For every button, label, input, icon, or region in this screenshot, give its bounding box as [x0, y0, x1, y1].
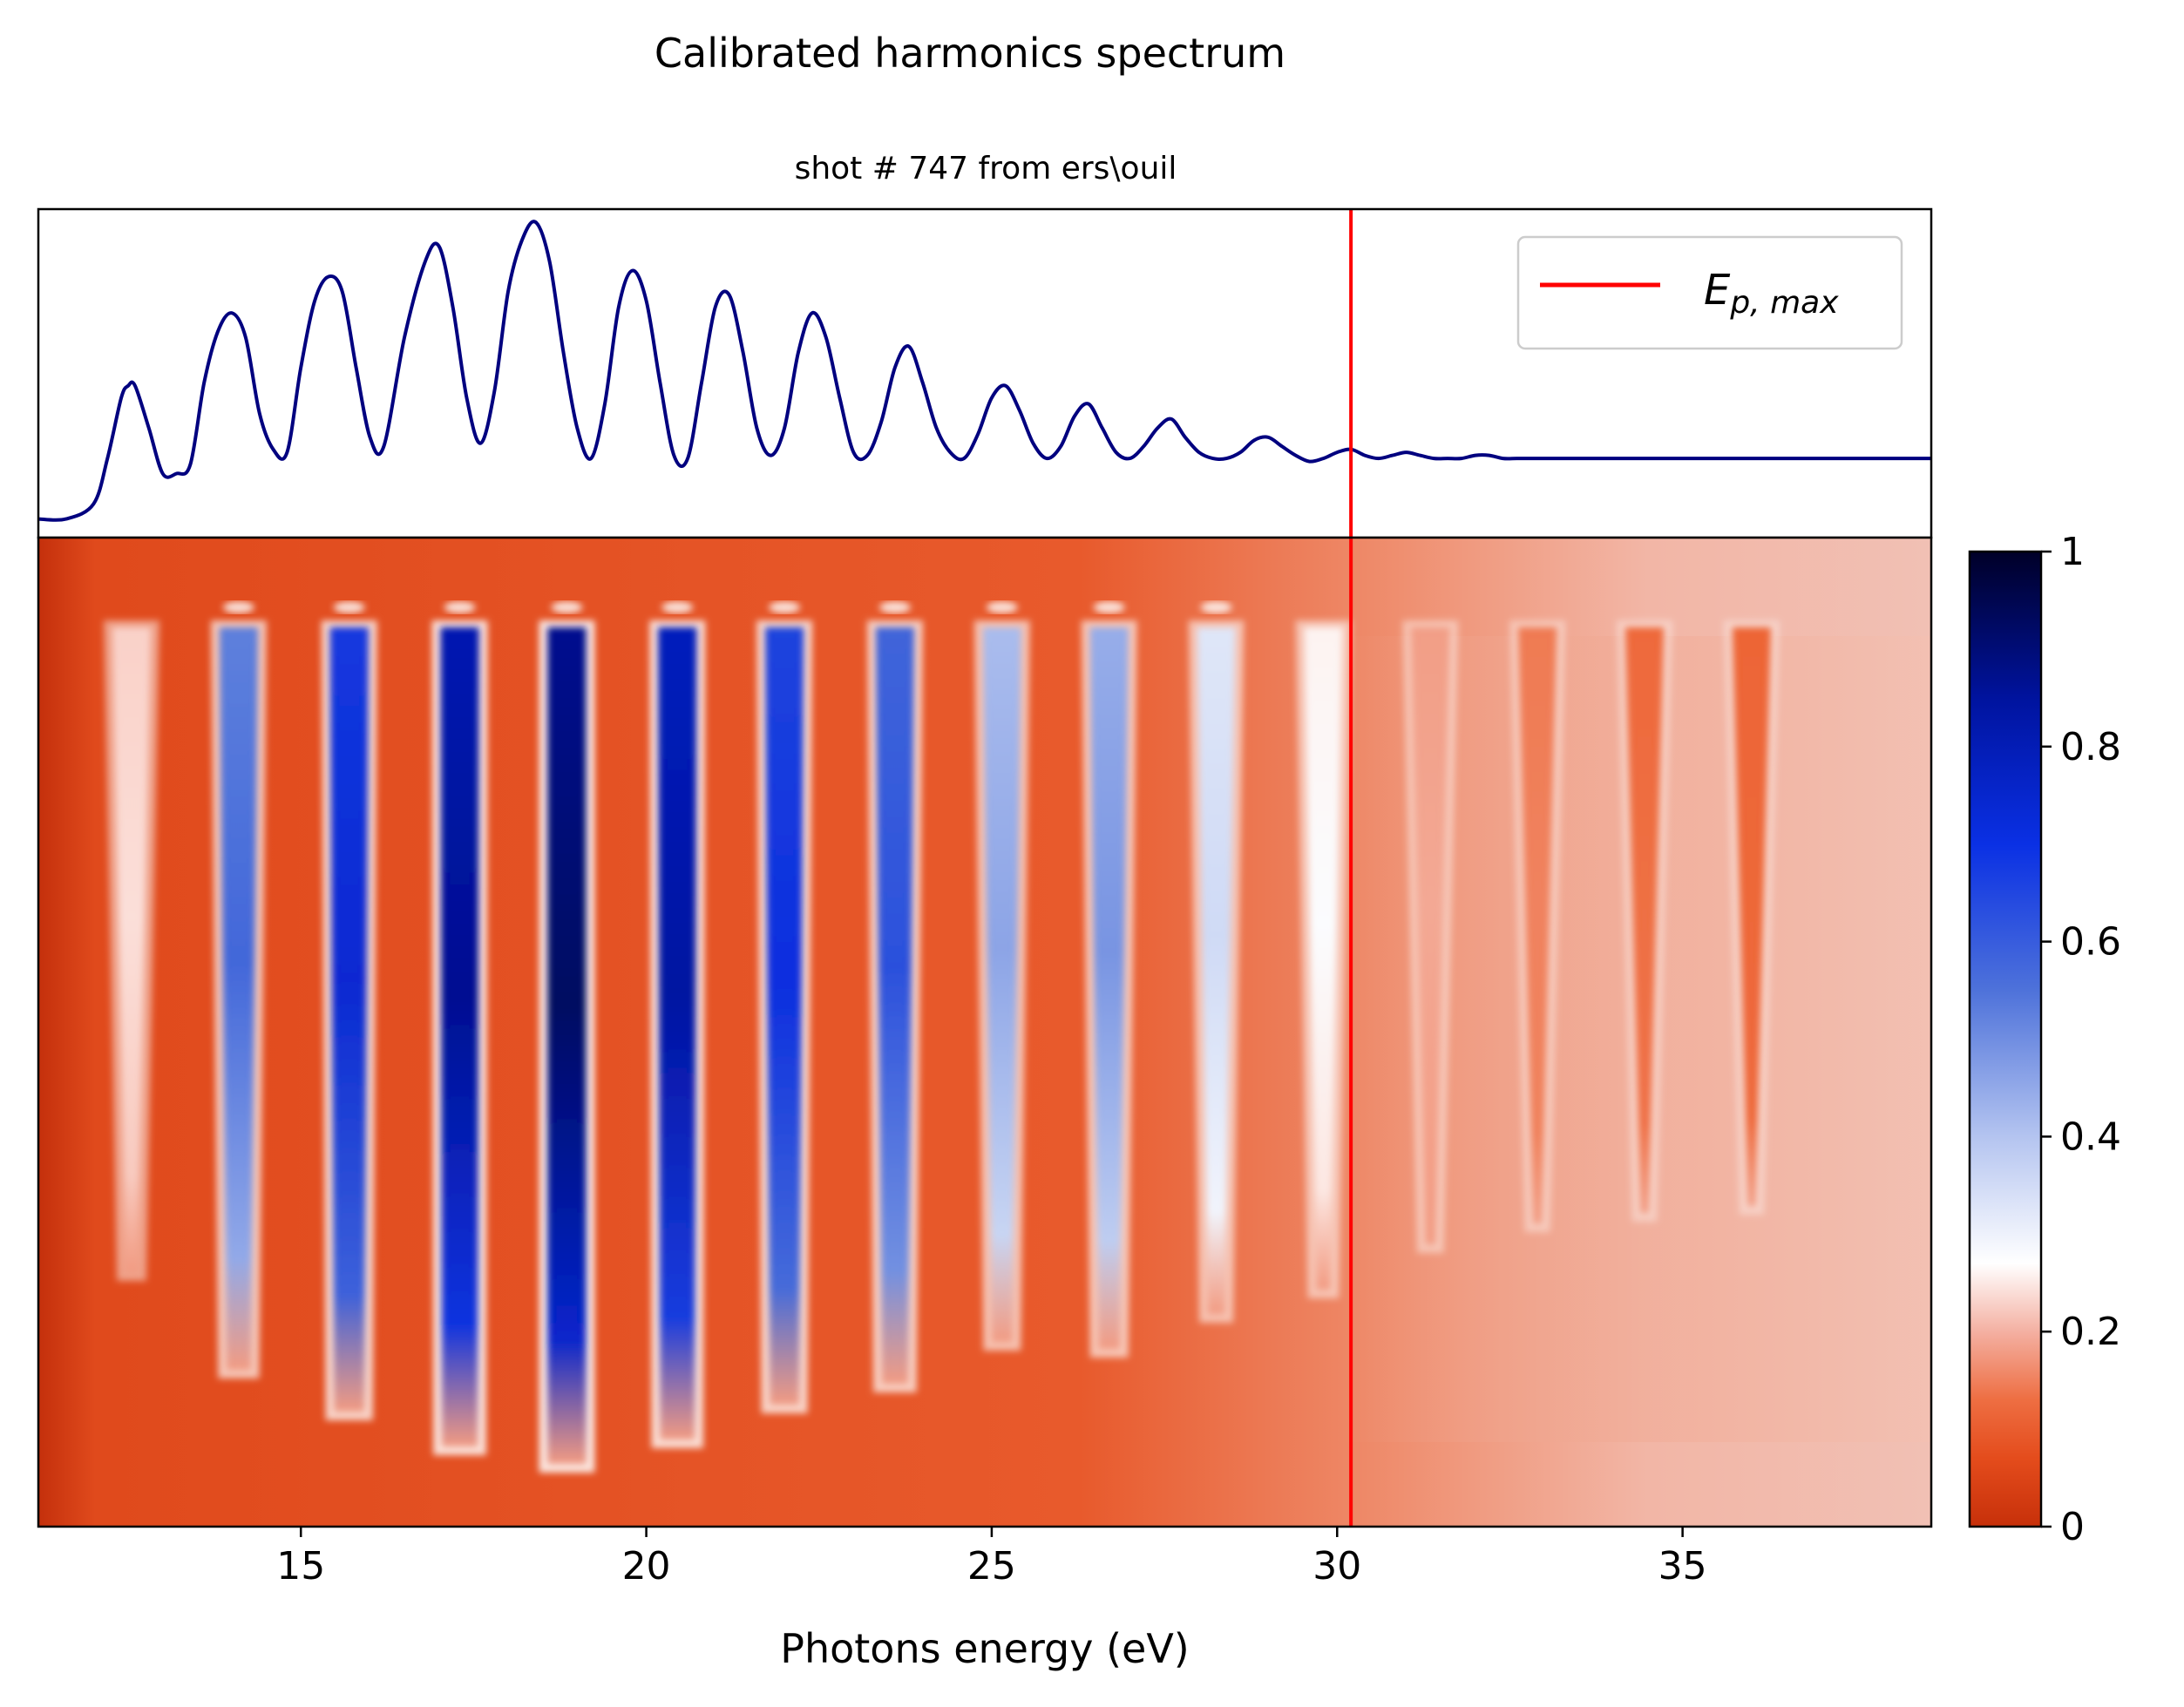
x-tick-label: 25: [967, 1544, 1016, 1588]
spectrum-line: [38, 220, 1931, 522]
legend: Ep, max: [1516, 235, 1903, 350]
x-tick-label: 30: [1312, 1544, 1361, 1588]
harmonic-band-body: [440, 627, 479, 1446]
harmonic-band-16: [1723, 620, 1780, 1215]
harmonic-band-body: [1625, 627, 1665, 1213]
harmonic-band-3: [321, 601, 377, 1420]
harmonic-band-body: [219, 627, 258, 1370]
x-tick-label: 20: [622, 1544, 671, 1588]
harmonic-band-body: [1197, 627, 1236, 1314]
harmonic-band-1: [104, 620, 160, 1281]
harmonic-band-top-blob: [1093, 601, 1125, 613]
harmonic-band-body: [1732, 627, 1771, 1206]
harmonic-band-body: [875, 627, 914, 1384]
colorbar-frame: [1968, 550, 2043, 1528]
harmonic-band-13: [1402, 620, 1459, 1253]
harmonic-band-body: [765, 627, 804, 1405]
harmonic-band-5: [539, 601, 595, 1473]
x-tick-label: 35: [1658, 1544, 1707, 1588]
legend-label-main: E: [1704, 266, 1731, 315]
harmonic-band-top-blob: [986, 601, 1018, 613]
harmonic-band-12: [1295, 620, 1352, 1298]
colorbar-tick-label: 0.4: [2060, 1114, 2121, 1159]
harmonic-band-top-blob: [769, 601, 801, 613]
harmonic-band-14: [1509, 620, 1566, 1232]
harmonic-band-9: [973, 601, 1030, 1351]
colorbar-gradient: [1970, 552, 2041, 1527]
harmonic-band-top-blob: [661, 601, 694, 613]
harmonic-band-7: [756, 601, 813, 1413]
harmonic-band-body: [658, 627, 697, 1439]
harmonic-band-body: [547, 627, 587, 1464]
legend-box: [1516, 235, 1903, 350]
harmonic-band-body: [982, 627, 1021, 1342]
harmonic-band-15: [1617, 620, 1673, 1222]
harmonic-band-6: [649, 601, 706, 1448]
harmonic-band-top-blob: [444, 601, 476, 613]
x-tick-label: 15: [276, 1544, 325, 1588]
harmonic-band-2: [210, 601, 267, 1378]
harmonic-band-4: [431, 601, 488, 1455]
harmonic-band-11: [1188, 601, 1245, 1323]
harmonic-band-body: [1304, 627, 1343, 1290]
harmonic-band-top-blob: [1200, 601, 1232, 613]
suptitle: Calibrated harmonics spectrum: [655, 30, 1285, 77]
heatmap-panel-frame: [37, 536, 1933, 1528]
colorbar-tick-label: 0.6: [2060, 920, 2121, 965]
colorbar-tick-label: 1: [2060, 530, 2085, 574]
harmonic-band-8: [866, 601, 923, 1392]
harmonic-band-body: [329, 627, 369, 1412]
harmonic-band-top-blob: [222, 601, 254, 613]
harmonic-band-top-blob: [333, 601, 365, 613]
legend-label: Ep, max: [1704, 266, 1839, 321]
harmonic-band-top-blob: [551, 601, 583, 613]
harmonic-band-body: [1089, 627, 1129, 1349]
x-axis-label: Photons energy (eV): [780, 1625, 1190, 1672]
colorbar-tick-label: 0: [2060, 1505, 2085, 1549]
harmonic-band-10: [1081, 601, 1137, 1358]
subtitle: shot # 747 from ers\ouil: [795, 151, 1177, 186]
heatmap-panel: 15 20 25 30 35 Photons energy (eV): [37, 536, 1933, 1672]
harmonic-band-body: [1518, 627, 1557, 1223]
colorbar: 0 0.2 0.4 0.6 0.8 1: [1968, 530, 2121, 1549]
colorbar-tick-label: 0.2: [2060, 1310, 2121, 1354]
harmonic-band-body: [1411, 627, 1450, 1244]
harmonic-band-body: [112, 627, 152, 1272]
colorbar-tick-label: 0.8: [2060, 725, 2121, 769]
spectrum-panel: Ep, max: [37, 207, 1933, 539]
legend-label-sub: p, max: [1729, 285, 1839, 321]
harmonic-band-top-blob: [878, 601, 911, 613]
